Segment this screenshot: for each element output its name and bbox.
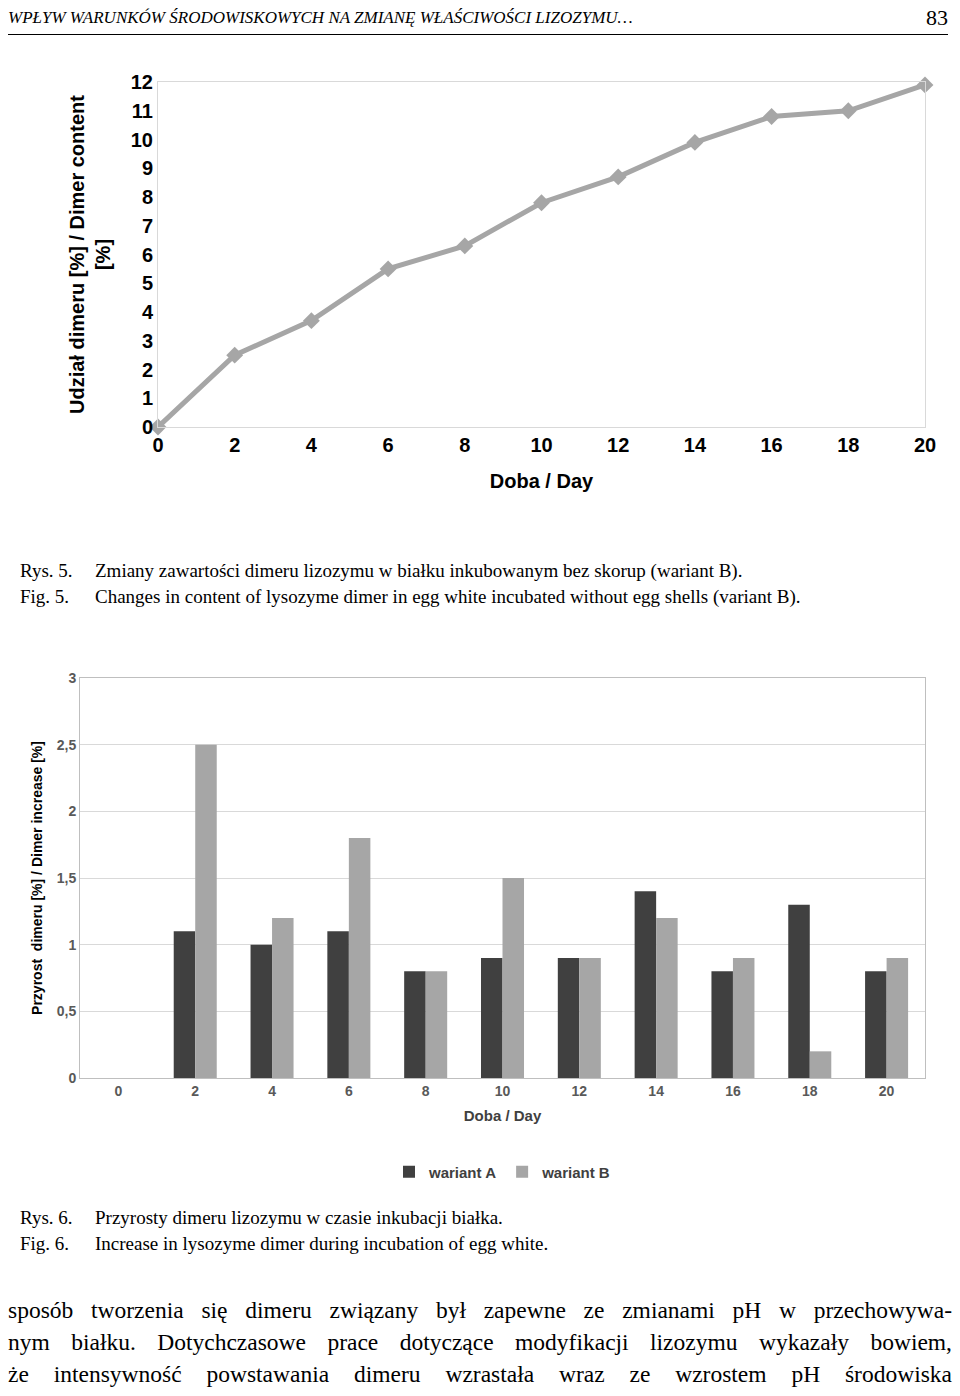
svg-text:wariant A: wariant A xyxy=(428,1164,496,1181)
html-text:Fig. 5.: Fig. 5. xyxy=(20,586,70,607)
svg-text:10: 10 xyxy=(495,1083,511,1099)
svg-text:3: 3 xyxy=(142,330,153,352)
svg-text:6: 6 xyxy=(345,1083,353,1099)
svg-text:16: 16 xyxy=(725,1083,741,1099)
svg-text:18: 18 xyxy=(802,1083,818,1099)
html-text:WPŁYW WARUNKÓW ŚRODOWISKOWYCH: WPŁYW WARUNKÓW ŚRODOWISKOWYCH NA ZMIANĘ … xyxy=(8,8,633,27)
svg-text:2: 2 xyxy=(68,803,76,819)
html-text:sposób tworzenia się dimeru zw: sposób tworzenia się dimeru związany był… xyxy=(8,1297,952,1323)
svg-text:4: 4 xyxy=(268,1083,276,1099)
svg-text:0: 0 xyxy=(68,1070,76,1086)
svg-text:10: 10 xyxy=(131,129,153,151)
svg-text:2: 2 xyxy=(229,434,240,456)
html-text:Increase in lysozyme dimer dur: Increase in lysozyme dimer during incuba… xyxy=(95,1233,549,1254)
svg-text:4: 4 xyxy=(306,434,318,456)
svg-text:3: 3 xyxy=(68,670,76,686)
svg-text:Przyrost dimeru [%] / Dimer i: Przyrost dimeru [%] / Dimer increase [%] xyxy=(29,741,45,1015)
svg-text:7: 7 xyxy=(142,215,153,237)
svg-text:1: 1 xyxy=(68,937,76,953)
svg-text:2: 2 xyxy=(142,359,153,381)
svg-text:1: 1 xyxy=(142,387,153,409)
svg-text:10: 10 xyxy=(530,434,552,456)
svg-text:4: 4 xyxy=(142,301,154,323)
html-text:Przyrosty dimeru lizozymu w cz: Przyrosty dimeru lizozymu w czasie inkub… xyxy=(95,1207,503,1228)
svg-text:8: 8 xyxy=(422,1083,430,1099)
html-text:83: 83 xyxy=(926,5,948,30)
svg-text:5: 5 xyxy=(142,272,153,294)
svg-text:9: 9 xyxy=(142,157,153,179)
svg-text:0: 0 xyxy=(152,434,163,456)
svg-text:wariant B: wariant B xyxy=(541,1164,610,1181)
svg-text:12: 12 xyxy=(131,71,153,93)
svg-text:Doba / Day: Doba / Day xyxy=(464,1107,542,1124)
html-text:Rys. 6.: Rys. 6. xyxy=(20,1207,73,1228)
svg-text:8: 8 xyxy=(459,434,470,456)
svg-text:11: 11 xyxy=(132,100,153,122)
svg-text:20: 20 xyxy=(879,1083,895,1099)
svg-text:0,5: 0,5 xyxy=(57,1003,77,1019)
svg-text:20: 20 xyxy=(914,434,936,456)
svg-text:2: 2 xyxy=(191,1083,199,1099)
svg-text:6: 6 xyxy=(142,244,153,266)
html-text:Fig. 6.: Fig. 6. xyxy=(20,1233,70,1254)
svg-text:Doba / Day: Doba / Day xyxy=(490,470,594,492)
svg-text:Udział dimeru [%] / Dimer cont: Udział dimeru [%] / Dimer content[%] xyxy=(66,95,114,414)
svg-text:12: 12 xyxy=(572,1083,588,1099)
html-text:Zmiany zawartości dimeru lizoz: Zmiany zawartości dimeru lizozymu w biał… xyxy=(95,560,743,581)
svg-text:14: 14 xyxy=(648,1083,664,1099)
html-text:nym białku. Dotychczasowe prac: nym białku. Dotychczasowe prace dotycząc… xyxy=(8,1329,952,1355)
svg-text:1,5: 1,5 xyxy=(57,870,77,886)
svg-text:0: 0 xyxy=(115,1083,123,1099)
html-text:że intensywność powstawania di: że intensywność powstawania dimeru wzras… xyxy=(8,1361,952,1387)
svg-text:2,5: 2,5 xyxy=(57,737,77,753)
svg-text:14: 14 xyxy=(684,434,707,456)
svg-text:6: 6 xyxy=(383,434,394,456)
html-text:Changes in content of lysozyme: Changes in content of lysozyme dimer in … xyxy=(95,586,801,607)
html-text:Rys. 5.: Rys. 5. xyxy=(20,560,73,581)
svg-text:8: 8 xyxy=(142,186,153,208)
svg-text:0: 0 xyxy=(142,416,153,438)
svg-text:16: 16 xyxy=(760,434,782,456)
svg-text:12: 12 xyxy=(607,434,629,456)
svg-text:18: 18 xyxy=(837,434,859,456)
